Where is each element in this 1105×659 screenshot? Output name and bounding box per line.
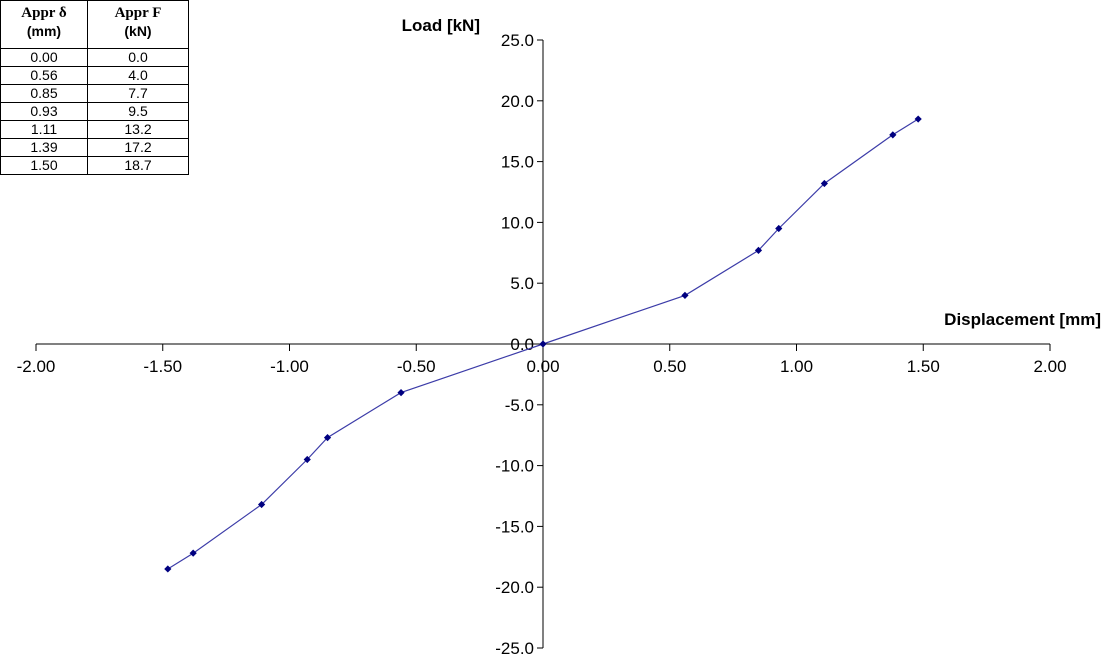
data-point [397,389,405,397]
data-point [681,291,689,299]
header-displacement-label: Appr δ [21,5,67,21]
data-point [775,224,783,233]
x-tick-label: -0.50 [397,357,436,376]
data-point [189,549,197,557]
table-row: 1.50 18.7 [0,156,189,175]
header-displacement-unit: (mm) [26,23,62,39]
y-tick-label: 20.0 [501,92,534,111]
table-row: 0.00 0.0 [0,48,189,67]
header-force-unit: (kN) [124,23,152,39]
x-tick-label: -2.00 [17,357,56,376]
table-cell: 9.5 [87,102,189,121]
table-header-row: Appr δ (mm) Appr F (kN) [0,0,189,49]
y-tick-label: -25.0 [495,639,534,658]
table-cell: 0.0 [87,48,189,67]
data-point [539,340,547,348]
data-point [303,455,311,464]
table-cell: 0.56 [0,66,88,85]
data-point [889,131,897,139]
data-point [754,246,763,254]
table-cell: 18.7 [87,156,189,175]
header-force: Appr F (kN) [87,0,189,49]
x-tick-label: 2.00 [1033,357,1066,376]
y-axis-title: Load [kN] [402,16,480,35]
header-force-label: Appr F [114,5,162,21]
x-tick-label: 0.00 [526,357,559,376]
data-point [258,500,266,509]
data-point [914,115,922,123]
y-tick-label: -10.0 [495,457,534,476]
x-tick-label: 0.50 [653,357,686,376]
y-tick-label: -5.0 [505,396,534,415]
table-row: 1.39 17.2 [0,138,189,157]
data-point [323,434,332,442]
x-tick-label: -1.50 [143,357,182,376]
y-tick-label: 10.0 [501,213,534,232]
x-tick-label: 1.50 [907,357,940,376]
x-tick-label: -1.00 [270,357,309,376]
x-tick-label: 1.00 [780,357,813,376]
data-table: Appr δ (mm) Appr F (kN) 0.00 0.0 0.56 4.0 … [0,0,189,175]
y-tick-label: -15.0 [495,517,534,536]
y-tick-label: -20.0 [495,578,534,597]
y-tick-label: 15.0 [501,153,534,172]
table-cell: 0.93 [0,102,88,121]
table-row: 1.11 13.2 [0,120,189,139]
x-axis-title: Displacement [mm] [944,310,1101,329]
data-point [164,565,172,573]
y-tick-label: 5.0 [510,274,534,293]
data-point [820,179,828,188]
y-tick-label: 25.0 [501,31,534,50]
table-row: 0.93 9.5 [0,102,189,121]
table-cell: 1.39 [0,138,88,157]
header-displacement: Appr δ (mm) [0,0,88,49]
table-cell: 17.2 [87,138,189,157]
table-cell: 1.50 [0,156,88,175]
table-row: 0.85 7.7 [0,84,189,103]
